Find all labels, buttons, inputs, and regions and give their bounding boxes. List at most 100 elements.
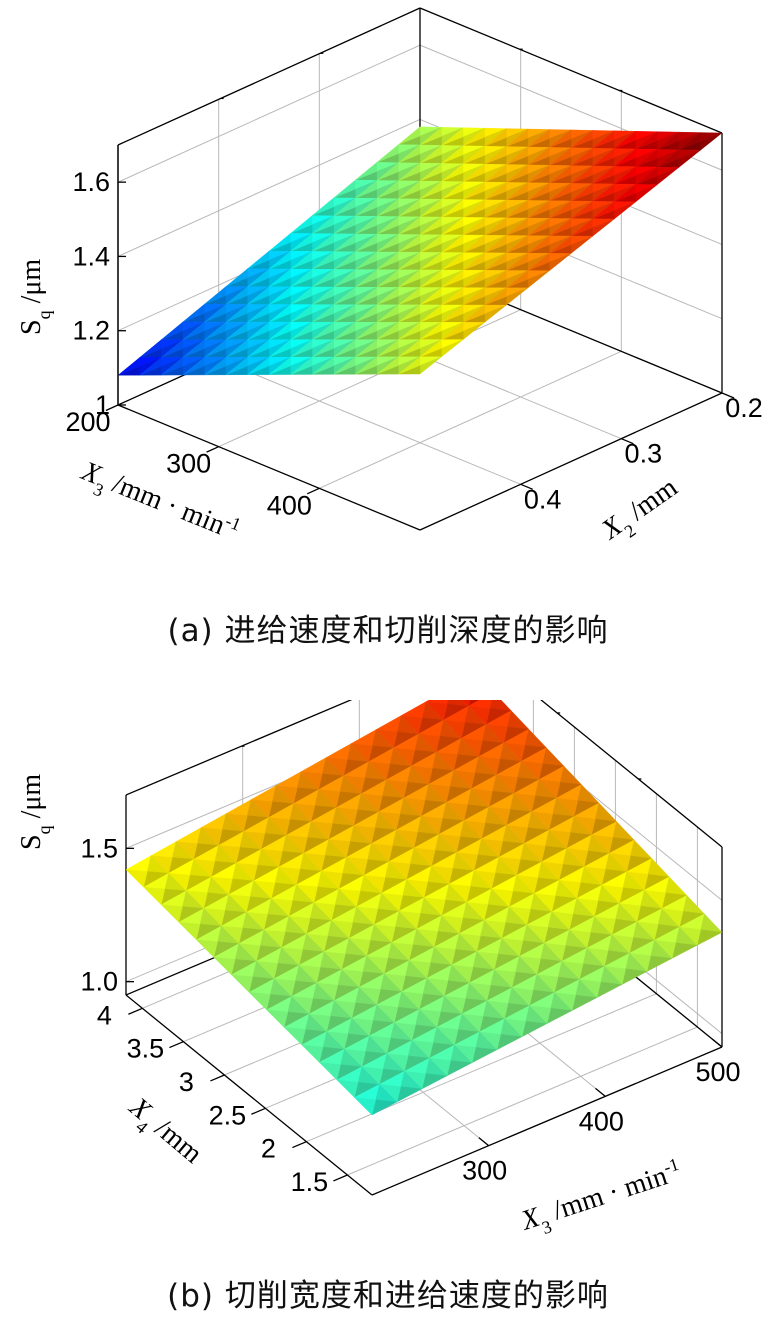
surface-facet [125, 855, 152, 872]
y-tick [292, 1141, 307, 1149]
surface-facet [355, 251, 378, 270]
surface-facet [376, 321, 399, 340]
surface-facet [355, 179, 378, 199]
surface-facet [247, 286, 270, 305]
surface-facet [312, 215, 334, 234]
surface-facet [441, 321, 464, 340]
x-tick [711, 1038, 723, 1048]
surface-facet [139, 339, 162, 358]
surface-facet [527, 182, 550, 201]
x-axis-label: X3 /mm · min-1 [74, 454, 244, 554]
surface-facet [275, 771, 302, 788]
surface-facet [398, 198, 421, 217]
surface-facet [484, 146, 507, 165]
surface-facet [462, 700, 471, 707]
surface-facet [527, 252, 550, 271]
surface-facet [682, 894, 705, 915]
surface-facet [527, 200, 550, 219]
surface-facet [333, 215, 356, 234]
y-tick [128, 1007, 143, 1015]
surface [117, 126, 723, 376]
surface-facet [506, 217, 529, 236]
surface-facet [268, 232, 291, 252]
surface-facet [376, 180, 399, 199]
surface-facet [355, 339, 378, 358]
surface-facet [398, 234, 421, 253]
surface-facet [182, 356, 205, 376]
x-tick-label: 400 [267, 490, 312, 520]
surface-facet [225, 304, 248, 323]
surface-facet [290, 321, 313, 340]
surface-facet [268, 339, 291, 358]
surface-facet [441, 304, 464, 323]
surface-facet [290, 233, 313, 252]
axis-line [419, 392, 723, 531]
surface-facet [355, 269, 378, 288]
x-tick [105, 404, 119, 412]
surface-facet [592, 183, 615, 202]
surface-facet [333, 321, 356, 340]
surface-facet [247, 250, 270, 270]
surface-chart-b: 1.0 1.5 300 400 500 4 3.5 3 2.5 2 1.5 Sq /μm X3 /mm … [16, 700, 741, 1244]
surface-facet [125, 869, 148, 888]
y-tick-label: 0.2 [725, 393, 763, 423]
grid-line [218, 358, 521, 485]
surface-facet [506, 146, 529, 165]
surface-facet [225, 321, 248, 340]
surface [125, 700, 723, 1116]
axis-edge [117, 7, 421, 146]
caption-a: (a) 进给速度和切削深度的影响 [167, 613, 609, 649]
surface-facet [527, 129, 550, 148]
surface-facet [484, 287, 507, 306]
surface-facet [419, 339, 442, 358]
x-tick-label: 500 [695, 1057, 740, 1087]
surface-facet [671, 942, 698, 959]
surface-facet [398, 356, 421, 375]
surface-facet [570, 218, 593, 237]
surface-facet [441, 234, 464, 253]
surface-facet [592, 201, 615, 220]
surface-facet [665, 876, 688, 896]
surface-facet [312, 321, 334, 340]
surface-facet [268, 286, 291, 305]
surface-facet [355, 161, 378, 181]
surface-facet [230, 974, 253, 993]
surface-facet [161, 321, 183, 340]
surface-facet [182, 321, 205, 340]
surface-facet [247, 356, 270, 375]
surface-facet [506, 128, 529, 147]
surface-facet [441, 127, 464, 146]
surface-facet [333, 339, 356, 358]
surface-facet [376, 144, 399, 163]
surface-facet [213, 957, 236, 976]
y-tick [520, 483, 533, 490]
x-axis-label: X3 /mm · min-1 [516, 1154, 688, 1244]
surface-facet [419, 198, 442, 218]
z-tick-label: 1.2 [72, 316, 110, 346]
surface-facet [559, 765, 582, 785]
surface-facet [268, 356, 291, 375]
surface-facet [182, 303, 205, 323]
surface-facet [549, 218, 572, 237]
surface-facet [139, 357, 162, 376]
surface-facet [290, 250, 313, 270]
x-tick-label: 300 [462, 1156, 507, 1186]
surface-facet [290, 339, 313, 358]
surface-facet [204, 321, 227, 340]
y-axis-label: X4 /mm [118, 1091, 208, 1175]
surface-facet [521, 1020, 548, 1038]
surface-facet [150, 841, 177, 858]
surface-facet [463, 181, 485, 200]
surface-facet [463, 145, 485, 164]
surface-facet [527, 146, 550, 166]
surface-facet [355, 286, 378, 305]
x-tick-label: 300 [166, 449, 211, 479]
surface-facet [355, 233, 378, 252]
surface-facet [247, 339, 270, 358]
surface-facet [542, 747, 565, 767]
surface-facet [268, 268, 291, 287]
surface-facet [441, 199, 464, 218]
surface-facet [355, 215, 378, 235]
surface-facet [376, 304, 399, 323]
x-tick-label: 400 [579, 1106, 624, 1136]
